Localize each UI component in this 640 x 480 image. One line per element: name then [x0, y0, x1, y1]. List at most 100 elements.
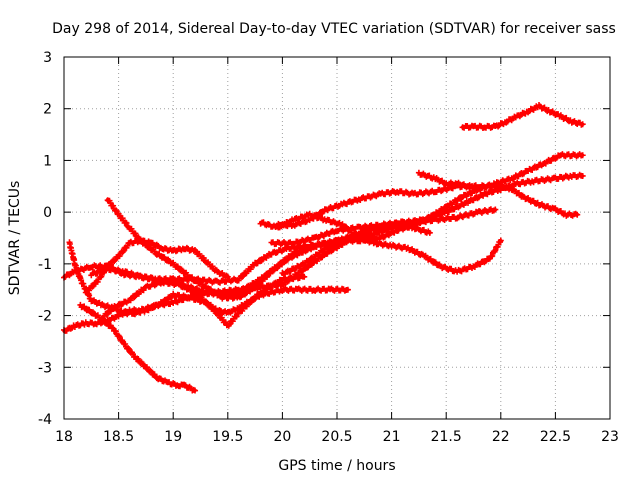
data-point [193, 388, 197, 393]
data-point [269, 241, 274, 245]
data-point [499, 187, 503, 191]
data-point [215, 270, 219, 274]
data-point [73, 324, 77, 328]
data-point [95, 313, 99, 318]
data-point [127, 298, 132, 302]
data-point [493, 182, 497, 186]
data-point [460, 195, 465, 199]
x-tick-label: 20.5 [321, 429, 352, 445]
data-point [177, 383, 181, 387]
data-point [515, 182, 519, 186]
data-point [357, 226, 361, 230]
data-point [117, 213, 121, 217]
data-point [100, 303, 104, 307]
data-point [308, 218, 312, 222]
data-point [373, 241, 377, 245]
data-point [340, 223, 345, 227]
data-point [182, 246, 186, 250]
data-point [171, 293, 175, 297]
data-point [488, 257, 492, 261]
data-point [428, 215, 432, 219]
data-point [171, 277, 175, 281]
series-arc-7 [77, 301, 199, 394]
data-point [570, 174, 574, 178]
data-point [160, 246, 164, 250]
data-point [280, 272, 284, 276]
data-point [521, 195, 525, 199]
data-point [302, 267, 306, 271]
data-point [193, 293, 197, 297]
data-point [542, 161, 547, 165]
data-point [155, 303, 159, 307]
y-tick-label: -3 [38, 360, 52, 376]
data-point [73, 262, 77, 266]
data-point [526, 109, 530, 113]
data-point [324, 218, 328, 222]
data-point [493, 125, 497, 129]
data-point [553, 176, 558, 181]
data-point [258, 285, 263, 289]
data-point [526, 169, 530, 173]
data-point [329, 288, 334, 292]
data-point [471, 264, 476, 269]
data-point [291, 218, 295, 222]
data-point [379, 236, 383, 240]
plot-frame [63, 56, 611, 420]
data-point [166, 381, 170, 385]
data-point [171, 301, 175, 305]
data-point [187, 285, 192, 289]
data-point [537, 104, 541, 108]
data-point [482, 192, 487, 196]
data-point [144, 285, 148, 289]
y-tick-label: -1 [38, 257, 52, 273]
data-point [575, 213, 579, 217]
data-point [122, 342, 126, 346]
data-point [258, 220, 263, 225]
data-point [89, 264, 93, 269]
data-point [477, 210, 481, 214]
y-tick-label: -4 [38, 412, 52, 428]
data-point [531, 179, 536, 183]
data-point [144, 365, 148, 369]
data-point [422, 254, 426, 258]
data-point [499, 238, 503, 243]
data-point [455, 270, 459, 274]
data-point [280, 288, 284, 292]
series-arc-14 [459, 102, 586, 131]
marker-path [459, 102, 586, 131]
data-point [237, 288, 241, 292]
data-point [411, 192, 416, 196]
x-tick-label: 18 [55, 429, 73, 445]
data-point [182, 383, 186, 387]
data-point [537, 202, 541, 206]
data-point [237, 311, 241, 315]
data-point [204, 301, 208, 305]
series-arc-13 [415, 169, 482, 192]
data-point [433, 189, 437, 194]
data-point [269, 251, 274, 256]
data-point [324, 251, 328, 256]
data-point [482, 125, 487, 129]
data-point [204, 285, 208, 289]
data-point [138, 238, 143, 243]
data-point [581, 174, 585, 178]
data-point [324, 246, 328, 250]
x-axis-label: GPS time / hours [278, 458, 395, 474]
data-point [89, 298, 93, 302]
data-point [155, 277, 159, 281]
y-axis-label: SDTVAR / TECUs [7, 181, 23, 296]
data-point [127, 308, 132, 312]
y-tick-label: 1 [43, 153, 52, 169]
data-point [433, 176, 437, 181]
data-point [215, 290, 219, 294]
data-point [313, 236, 317, 240]
data-point [258, 290, 263, 294]
data-point [324, 207, 328, 212]
data-point [308, 244, 312, 248]
data-point [193, 249, 197, 253]
data-point [417, 171, 421, 175]
data-point [390, 244, 394, 248]
data-point [95, 321, 99, 325]
data-point [559, 114, 563, 119]
